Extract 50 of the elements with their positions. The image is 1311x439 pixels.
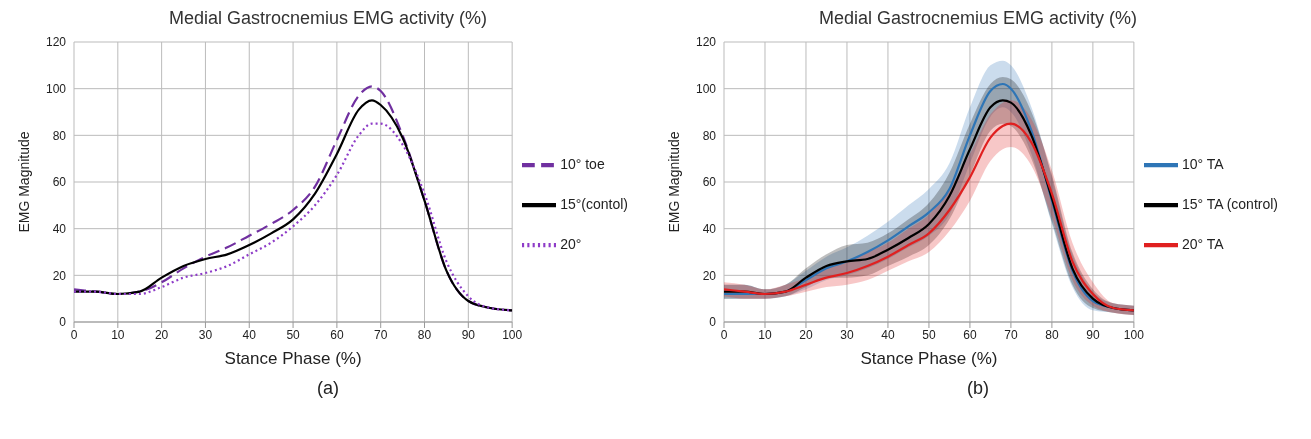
text: (b) <box>966 378 990 399</box>
x-tick-label: 0 <box>720 327 728 342</box>
legend-label: 20° TA <box>1181 236 1224 252</box>
x-tick-label: 10 <box>111 327 125 342</box>
x-tick-label: 10 <box>758 327 772 342</box>
legend-label: 10° toe <box>560 156 605 172</box>
x-axis-title: Stance Phase (%) <box>860 349 998 368</box>
y-axis-title: EMG Magnitude <box>15 131 32 233</box>
x-tick-label: 30 <box>198 327 213 342</box>
x-tick-label: 0 <box>70 327 78 342</box>
y-tick-label: 120 <box>45 35 67 50</box>
x-tick-label: 60 <box>963 327 977 342</box>
y-axis-title: EMG Magnitude <box>665 131 682 233</box>
x-tick-label: 100 <box>502 327 523 342</box>
chart-title: Medial Gastrocnemius EMG activity (%) <box>167 8 489 30</box>
text: (a) <box>316 378 340 399</box>
x-tick-label: 30 <box>840 327 854 342</box>
y-tick-label: 80 <box>702 128 717 143</box>
y-tick-label: 80 <box>52 128 67 143</box>
x-axis-title: Stance Phase (%) <box>224 349 362 368</box>
x-tick-label: 20 <box>799 327 813 342</box>
x-tick-label: 80 <box>1045 327 1059 342</box>
legend-label: 20° <box>560 236 582 252</box>
y-tick-label: 0 <box>709 315 717 330</box>
y-tick-label: 60 <box>702 175 717 190</box>
x-tick-label: 20 <box>154 327 169 342</box>
x-tick-label: 70 <box>374 327 388 342</box>
legend-label: 15° TA (control) <box>1181 196 1278 212</box>
y-tick-label: 120 <box>695 35 717 50</box>
y-tick-label: 40 <box>702 221 717 236</box>
y-tick-label: 40 <box>52 221 67 236</box>
x-tick-label: 50 <box>286 327 301 342</box>
x-tick-label: 70 <box>1004 327 1018 342</box>
y-tick-label: 60 <box>52 175 67 190</box>
legend-label: 10° TA <box>1181 156 1224 172</box>
x-tick-label: 80 <box>417 327 432 342</box>
x-tick-label: 100 <box>1123 327 1145 342</box>
x-tick-label: 90 <box>461 327 476 342</box>
legend-label: 15°(contol) <box>560 196 628 212</box>
y-tick-label: 0 <box>59 315 67 330</box>
y-tick-label: 100 <box>695 81 717 96</box>
chart-title: Medial Gastrocnemius EMG activity (%) <box>817 8 1139 30</box>
y-tick-label: 20 <box>52 268 67 283</box>
y-tick-label: 20 <box>702 268 717 283</box>
y-tick-label: 100 <box>45 81 67 96</box>
x-tick-label: 40 <box>881 327 895 342</box>
x-tick-label: 50 <box>922 327 936 342</box>
x-tick-label: 90 <box>1086 327 1100 342</box>
x-tick-label: 40 <box>242 327 257 342</box>
x-tick-label: 60 <box>330 327 344 342</box>
